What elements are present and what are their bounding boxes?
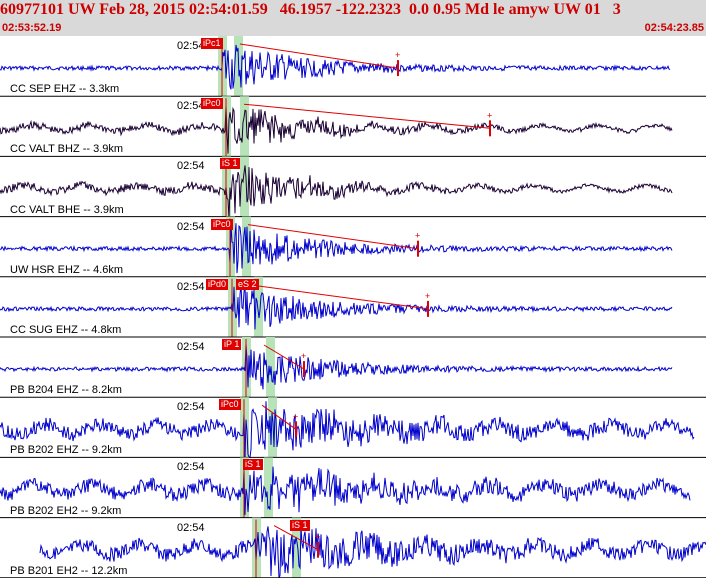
window-start-time: 02:53:52.19 — [2, 22, 62, 34]
trace-time-label: 02:54 — [177, 160, 205, 173]
phase-pick-tag[interactable]: iS 1 — [290, 519, 310, 531]
station-channel-label: PB B202 EHZ -- 9.2km — [10, 444, 122, 457]
waveform-trace[interactable] — [0, 401, 695, 460]
event-title: 60977101 UW Feb 28, 2015 02:54:01.59 46.… — [0, 1, 621, 18]
s-window-highlight — [268, 397, 277, 458]
trace-time-label: 02:54 — [177, 401, 205, 414]
coda-plus-mark: + — [425, 291, 430, 301]
phase-pick-tag[interactable]: iS 1 — [243, 459, 263, 471]
station-channel-label: UW HSR EHZ -- 4.6km — [10, 263, 124, 276]
waveform-trace[interactable] — [0, 343, 673, 390]
trace-time-label: 02:54 — [177, 40, 205, 52]
trace-time-label: 02:54 — [177, 100, 205, 113]
phase-pick-tag[interactable]: iPc0 — [201, 98, 223, 110]
waveform-trace[interactable] — [0, 105, 673, 154]
waveform-trace[interactable] — [0, 283, 673, 330]
waveform-trace[interactable] — [0, 44, 671, 90]
event-header: 60977101 UW Feb 28, 2015 02:54:01.59 46.… — [0, 0, 706, 36]
waveform-trace[interactable] — [0, 466, 691, 515]
waveform-trace[interactable] — [0, 223, 673, 274]
coda-decay-line — [249, 284, 429, 310]
coda-decay-line — [243, 103, 491, 129]
phase-pick-tag[interactable]: iPc0 — [211, 218, 233, 230]
trace-time-label: 02:54 — [177, 220, 205, 233]
window-end-time: 02:54:23.85 — [644, 22, 704, 34]
trace-time-label: 02:54 — [177, 461, 205, 474]
coda-decay-line — [273, 525, 319, 551]
coda-decay-line — [247, 224, 419, 250]
phase-pick-tag[interactable]: iPc1 — [201, 38, 223, 49]
station-channel-label: PB B204 EHZ -- 8.2km — [10, 384, 122, 397]
s-window-highlight — [292, 517, 301, 578]
coda-plus-mark: + — [301, 351, 306, 361]
coda-plus-mark: + — [395, 50, 400, 60]
seismogram-panel[interactable]: + + + + + + + 02:54 CC SEP EHZ -- 3.3km iPc1 02:5… — [0, 36, 706, 578]
station-channel-label: PB B201 EH2 -- 12.2km — [10, 564, 128, 577]
station-channel-label: CC VALT BHZ -- 3.9km — [10, 143, 124, 156]
phase-pick-tag-secondary[interactable]: eS 2 — [236, 278, 259, 290]
trace-time-label: 02:54 — [177, 341, 205, 353]
station-channel-label: CC SUG EHZ -- 4.8km — [10, 324, 122, 336]
coda-plus-mark: + — [315, 532, 320, 542]
station-channel-label: PB B202 EH2 -- 9.2km — [10, 504, 122, 517]
coda-plus-mark: + — [415, 231, 420, 241]
station-channel-label: CC SEP EHZ -- 3.3km — [10, 83, 120, 96]
waveform-trace[interactable] — [0, 165, 673, 220]
trace-time-label: 02:54 — [177, 280, 205, 293]
coda-plus-mark: + — [293, 411, 298, 421]
waveform-canvas[interactable]: + + + + + + + — [0, 36, 706, 578]
phase-pick-tag[interactable]: iP 1 — [222, 339, 242, 350]
coda-plus-mark: + — [487, 110, 492, 120]
phase-pick-tag[interactable]: iPd0 — [206, 278, 229, 290]
s-window-highlight — [240, 156, 249, 217]
s-window-highlight — [254, 276, 263, 337]
station-channel-label: CC VALT BHE -- 3.9km — [10, 203, 124, 216]
trace-time-label: 02:54 — [177, 521, 205, 534]
s-window-highlight — [264, 457, 273, 518]
coda-decay-line — [239, 43, 399, 69]
phase-pick-tag[interactable]: iS 1 — [220, 158, 240, 170]
phase-pick-tag[interactable]: iPc0 — [219, 399, 241, 411]
s-window-highlight — [240, 96, 249, 157]
coda-decay-line — [261, 404, 297, 430]
waveform-trace[interactable] — [39, 526, 706, 578]
coda-decay-line — [263, 344, 305, 370]
